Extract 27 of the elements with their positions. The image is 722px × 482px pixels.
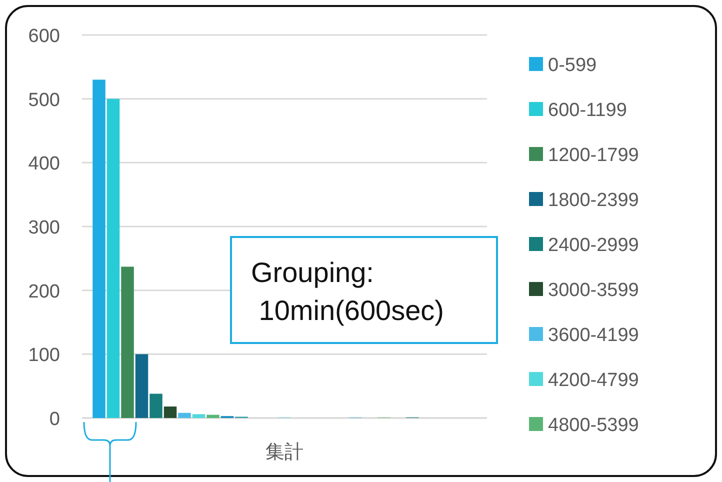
y-tick-label: 300 [28, 218, 60, 238]
bar [150, 394, 162, 418]
bar [164, 406, 177, 418]
bar [106, 98, 120, 418]
legend-label: 1200-1799 [548, 145, 639, 166]
y-tick-label: 600 [28, 26, 60, 47]
legend-label: 3000-3599 [548, 280, 639, 301]
legend-label: 4800-5399 [548, 415, 639, 436]
y-tick-label: 200 [28, 281, 60, 302]
bar [92, 80, 106, 418]
bar [192, 414, 206, 418]
annotation: Grouping: 10min(600sec) [251, 257, 444, 326]
y-tick-label: 400 [28, 154, 60, 175]
y-tick-label: 0 [49, 409, 60, 430]
legend-label: 600-1199 [548, 100, 627, 121]
legend-label: 0-599 [548, 55, 597, 76]
legend-label: 3600-4199 [548, 325, 639, 346]
x-tick-label: 集計 [266, 442, 304, 463]
bar [121, 266, 134, 418]
bar [178, 412, 191, 418]
bar [206, 414, 220, 418]
y-tick-label: 500 [28, 90, 60, 111]
bar [135, 354, 148, 418]
legend-label: 4200-4799 [548, 370, 639, 391]
legend-label: 2400-2999 [548, 235, 639, 256]
y-tick-label: 100 [28, 345, 60, 366]
legend-label: 1800-2399 [548, 190, 639, 211]
